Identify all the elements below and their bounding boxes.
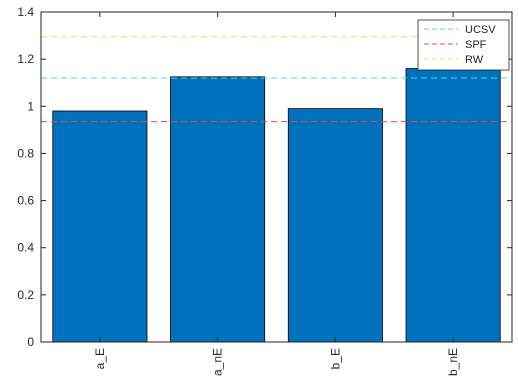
x-tick-label: b_E	[328, 348, 342, 369]
legend: UCSV SPF RW	[417, 19, 510, 71]
y-tick-label: 1	[27, 99, 34, 113]
legend-box	[417, 19, 510, 71]
legend-label-SPF: SPF	[465, 39, 487, 51]
y-tick-label: 0.6	[17, 194, 34, 208]
legend-label-UCSV: UCSV	[465, 24, 496, 36]
y-tick-label: 0	[27, 335, 34, 349]
y-tick-label: 0.8	[17, 146, 34, 160]
y-tick-label: 0.4	[17, 241, 34, 255]
plot-frame	[40, 11, 513, 343]
legend-label-RW: RW	[465, 54, 484, 66]
bar-a_E	[52, 110, 148, 343]
x-tick-label: a_E	[93, 348, 107, 369]
y-tick-label: 1.2	[17, 52, 34, 66]
x-tick-label: a_nE	[211, 348, 225, 376]
bars-group	[52, 68, 501, 343]
x-axis: a_E a_nE b_E b_nE	[93, 12, 460, 376]
y-tick-label: 1.4	[17, 5, 34, 19]
y-tick-label: 0.2	[17, 288, 34, 302]
bar-a_nE	[170, 76, 266, 343]
bar-b_nE	[405, 68, 501, 343]
x-tick-label: b_nE	[446, 348, 460, 376]
bar-b_E	[287, 108, 383, 343]
